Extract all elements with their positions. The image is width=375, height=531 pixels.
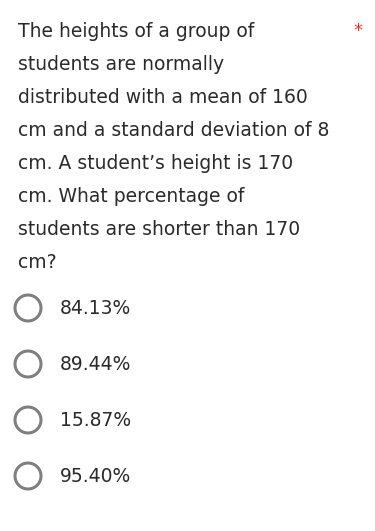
Text: 89.44%: 89.44% [60,355,131,373]
Text: 15.87%: 15.87% [60,410,131,430]
Text: cm. What percentage of: cm. What percentage of [18,187,244,206]
Text: cm?: cm? [18,253,57,272]
Text: *: * [353,22,362,40]
Text: students are normally: students are normally [18,55,224,74]
Text: students are shorter than 170: students are shorter than 170 [18,220,300,239]
Text: 84.13%: 84.13% [60,298,131,318]
Text: 95.40%: 95.40% [60,467,131,485]
Text: cm. A student’s height is 170: cm. A student’s height is 170 [18,154,293,173]
Text: distributed with a mean of 160: distributed with a mean of 160 [18,88,308,107]
Text: cm and a standard deviation of 8: cm and a standard deviation of 8 [18,121,329,140]
Text: The heights of a group of: The heights of a group of [18,22,254,41]
